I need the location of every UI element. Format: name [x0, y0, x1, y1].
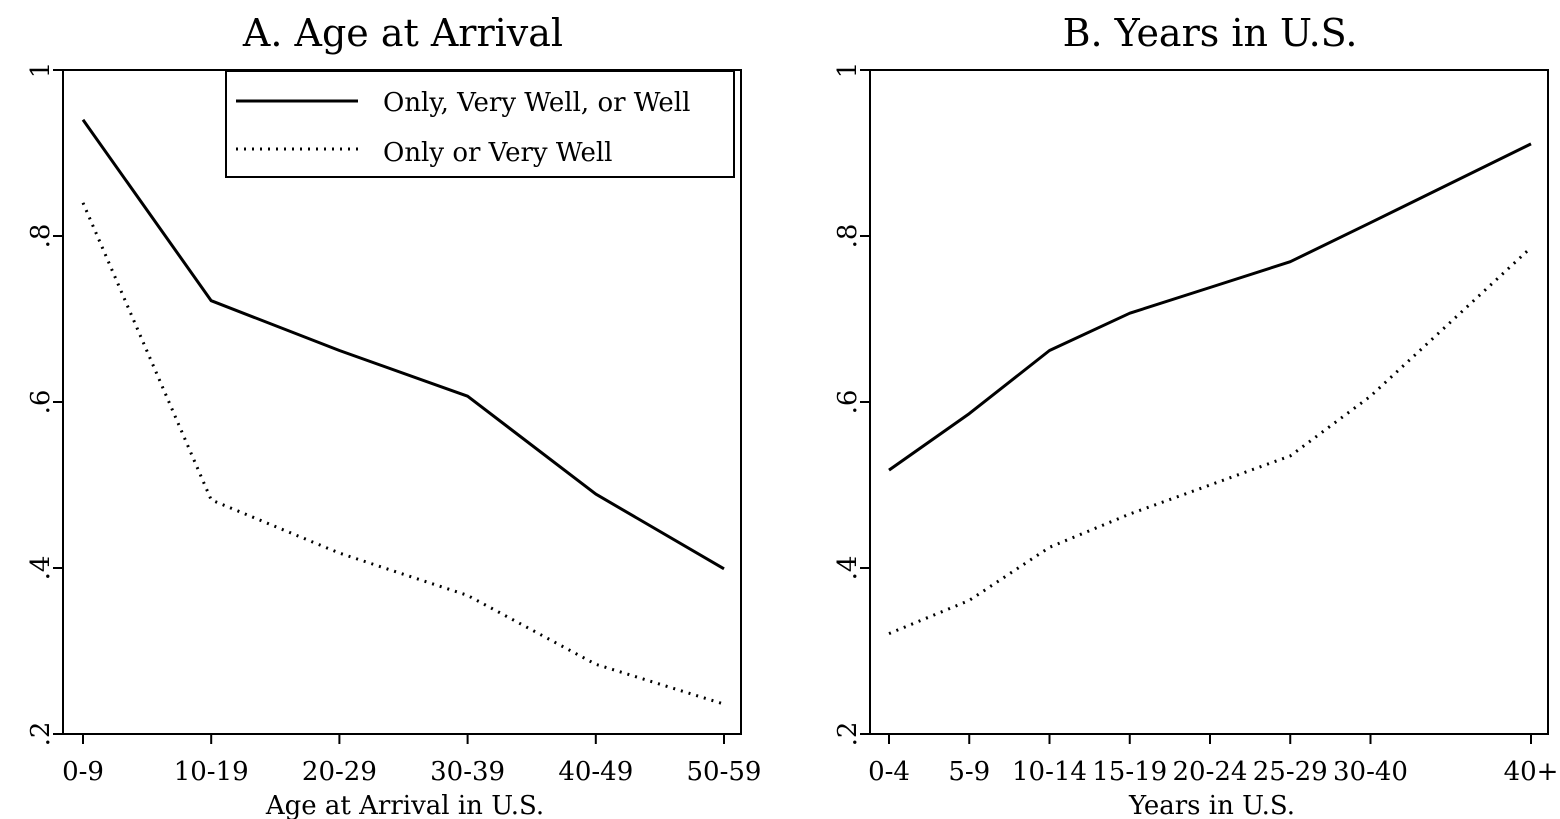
y-tick-label: .8: [26, 224, 56, 249]
x-tick-label: 10-14: [1012, 757, 1087, 787]
x-tick-label: 40+: [1504, 757, 1559, 787]
series-line-only-or-very-well: [888, 246, 1533, 635]
y-axis: .2 .4 .6 .8 1: [833, 62, 870, 747]
x-tick-label: 20-29: [302, 757, 377, 787]
legend-label: Only, Very Well, or Well: [383, 88, 690, 118]
y-tick-label: .6: [26, 390, 56, 415]
y-axis: .2 .4 .6 .8 1: [26, 62, 63, 747]
x-tick-label: 0-4: [868, 757, 910, 787]
series-lines: [888, 142, 1533, 635]
x-tick-label: 15-19: [1092, 757, 1167, 787]
y-tick-label: .6: [833, 390, 863, 415]
x-tick-label: 25-29: [1253, 757, 1328, 787]
x-tick-label: 30-40: [1333, 757, 1408, 787]
legend-box: [225, 70, 735, 178]
x-tick-label: 50-59: [687, 757, 762, 787]
series-line-only-very-well-or-well: [888, 142, 1532, 472]
x-tick-label: 10-19: [174, 757, 249, 787]
x-tick-label: 40-49: [558, 757, 633, 787]
x-axis: 0-9 10-19 20-29 30-39 40-49 50-59: [62, 734, 761, 787]
chart-title: A. Age at Arrival: [242, 11, 563, 55]
plot-frame: [869, 69, 1549, 735]
y-tick-label: .4: [26, 556, 56, 581]
x-axis-label: Age at Arrival in U.S.: [265, 791, 544, 819]
x-tick-label: 0-9: [62, 757, 104, 787]
y-tick-label: .4: [833, 556, 863, 581]
x-axis: 0-4 5-9 10-14 15-19 20-24 25-29 30-40 40+: [868, 734, 1558, 787]
legend: Only, Very Well, or Well Only or Very We…: [225, 70, 735, 178]
y-tick-label: 1: [26, 62, 56, 79]
y-tick-label: .2: [26, 722, 56, 747]
panel-age-at-arrival: A. Age at Arrival .2 .4 .6 .8 1 0-9 10-19 20-2…: [26, 11, 761, 819]
series-lines: [81, 118, 725, 706]
y-tick-label: .2: [833, 722, 863, 747]
x-tick-label: 5-9: [948, 757, 990, 787]
panel-years-in-us: B. Years in U.S. .2 .4 .6 .8 1 0-4 5-9 10-14 15…: [833, 11, 1558, 819]
series-line-only-very-well-or-well: [81, 118, 725, 571]
x-tick-label: 20-24: [1173, 757, 1248, 787]
x-axis-label: Years in U.S.: [1128, 791, 1295, 819]
y-tick-label: 1: [833, 62, 863, 79]
series-line-only-or-very-well: [81, 202, 725, 706]
chart-title: B. Years in U.S.: [1063, 11, 1358, 55]
legend-label: Only or Very Well: [383, 138, 612, 168]
y-tick-label: .8: [833, 224, 863, 249]
x-tick-label: 30-39: [430, 757, 505, 787]
